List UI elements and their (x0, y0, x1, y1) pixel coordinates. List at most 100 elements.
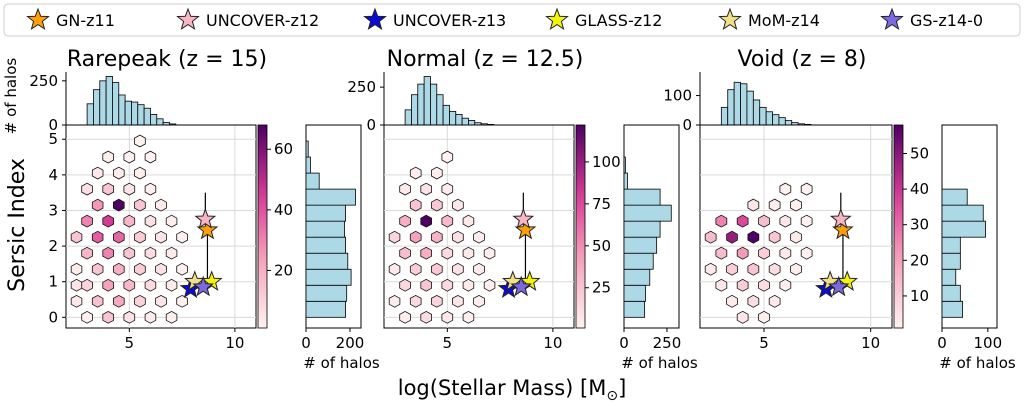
right-hist-bar (623, 188, 661, 206)
top-hist-bar (461, 117, 469, 126)
hexbin (113, 294, 125, 308)
hexbin (452, 230, 464, 244)
hexbin (747, 198, 760, 212)
right-hist-tick-label: 0 (619, 334, 629, 352)
top-hist-bar (137, 104, 145, 126)
hexbin (113, 166, 125, 180)
hexbin (81, 278, 93, 292)
hexbin (726, 262, 738, 276)
hexbin (113, 262, 125, 276)
galaxy-star-icon (194, 207, 217, 229)
hexbin (462, 214, 475, 228)
hexbin (768, 198, 781, 212)
panel-title: Normal (z = 12.5) (387, 47, 584, 72)
right-hist-bar (305, 236, 346, 254)
top-hist-bar (118, 94, 126, 126)
right-hist-xlabel: # of halos (621, 354, 698, 372)
hexbin (430, 166, 443, 180)
colorbar-tick-label: 25 (592, 279, 611, 297)
hexbin (123, 182, 136, 196)
hexbin (144, 150, 157, 164)
hexbin (430, 230, 443, 244)
x-axis-label-unit: ⊙ (606, 388, 618, 404)
right-hist-bar (623, 156, 626, 174)
hexbin (800, 182, 813, 196)
hexbin (134, 294, 146, 308)
hexbin (758, 310, 770, 324)
hexbin (155, 262, 167, 276)
hexbin (768, 294, 781, 308)
right-hist-bar (623, 220, 661, 238)
galaxy-star-icon (819, 270, 841, 291)
right-hist-xlabel: # of halos (303, 354, 380, 372)
hexbin (462, 278, 475, 292)
top-hist-bar (150, 114, 158, 126)
right-hist-bar (623, 204, 672, 222)
right-hist-bar (305, 156, 311, 174)
right-hist-bar (941, 188, 968, 206)
hexbin (123, 278, 136, 292)
right-hist-bar (305, 284, 348, 302)
y-tick-label: 0 (48, 308, 58, 326)
galaxy-star-icon (501, 270, 524, 291)
top-hist-bar (112, 82, 120, 126)
hexbin (430, 198, 443, 212)
hexbin (388, 262, 401, 276)
hexbin (399, 310, 411, 324)
legend-star-icon (545, 7, 569, 31)
hexbin (452, 294, 464, 308)
top-hist-bar (449, 110, 457, 126)
hexbin (399, 278, 411, 292)
top-hist-bar (423, 76, 431, 126)
hexbin (70, 230, 83, 244)
legend-entry: UNCOVER-z13 (363, 7, 506, 31)
legend-label: GLASS-z12 (575, 11, 662, 30)
x-tick-label: 10 (861, 334, 880, 352)
hexbin (758, 246, 770, 260)
hexbin (790, 230, 802, 244)
x-tick-label: 5 (759, 334, 769, 352)
hexbin (409, 166, 422, 180)
right-hist-tick-label: 200 (336, 334, 365, 352)
right-hist-tick-label: 0 (937, 334, 947, 352)
panel-title: Rarepeak (z = 15) (67, 47, 267, 72)
hexbin (91, 262, 104, 276)
hexbin (715, 214, 728, 228)
right-hist-bar (941, 252, 961, 270)
colorbar-tick-label: 20 (274, 261, 293, 279)
top-hist-bar (99, 80, 107, 126)
top-hist-bar (411, 94, 419, 126)
right-hist-bar (623, 284, 646, 302)
right-hist-bar (941, 284, 961, 302)
hexbin (388, 230, 401, 244)
hexbin (134, 134, 146, 148)
hexbin (81, 182, 93, 196)
top-hist-bar (143, 107, 151, 126)
hexbin (134, 198, 146, 212)
hexbin (736, 310, 749, 324)
hexbin (165, 278, 178, 292)
hexbin (399, 182, 411, 196)
right-hist-bar (305, 172, 320, 190)
hexbin (430, 294, 443, 308)
top-hist-tick-label: 0 (682, 116, 692, 134)
hexbin (420, 246, 433, 260)
hexbin (134, 262, 146, 276)
hexbin (473, 294, 485, 308)
colorbar (893, 124, 904, 329)
legend-label: GS-z14-0 (910, 11, 983, 30)
hexbin (102, 214, 114, 228)
top-hist-bar (727, 89, 735, 126)
right-hist-bar (941, 300, 964, 318)
hexbin (473, 262, 485, 276)
hexbin (430, 262, 443, 276)
hexbin (800, 246, 813, 260)
top-hist-bar (765, 111, 773, 126)
right-hist-tick-label: 0 (301, 334, 311, 352)
top-hist-bar (124, 100, 132, 126)
hexbin (409, 294, 422, 308)
hexbin (399, 246, 411, 260)
